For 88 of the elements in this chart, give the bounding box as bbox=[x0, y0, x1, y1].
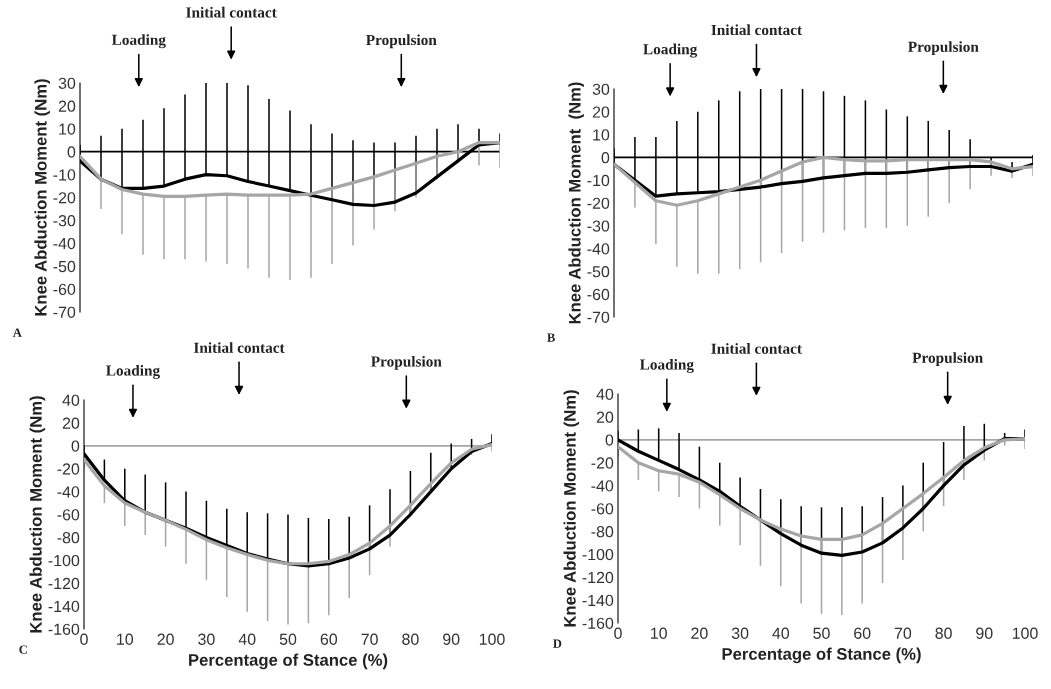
text: Propulsion bbox=[912, 352, 983, 367]
text: Initial contact bbox=[711, 343, 802, 354]
x-tick-label: 70 bbox=[894, 627, 912, 639]
text: Loading bbox=[111, 34, 166, 49]
y-tick-label: 20 bbox=[596, 411, 614, 423]
y-tick-label: 10 bbox=[59, 123, 76, 135]
y-tick-label: -40 bbox=[57, 486, 80, 498]
y-tick-label: -60 bbox=[53, 283, 76, 296]
y-tick-label: 0 bbox=[605, 434, 614, 446]
x-axis-title: Percentage of Stance (%) bbox=[722, 647, 921, 664]
y-tick-label: -50 bbox=[53, 260, 76, 273]
y-tick-label: -100 bbox=[48, 554, 80, 567]
y-tick-label: -50 bbox=[587, 266, 610, 278]
x-tick-label: 50 bbox=[813, 627, 830, 639]
x-tick-label: 90 bbox=[976, 627, 993, 639]
y-tick-label: -160 bbox=[48, 623, 80, 635]
x-tick-label: 30 bbox=[731, 627, 749, 639]
y-tick-label: -80 bbox=[57, 532, 80, 544]
y-axis-title: Knee Abduction Moment (Nm) bbox=[29, 396, 46, 633]
y-tick-label: 30 bbox=[592, 83, 610, 95]
x-tick-label: 70 bbox=[361, 633, 378, 645]
text: Loading bbox=[106, 364, 160, 379]
y-tick-label: 40 bbox=[62, 394, 80, 406]
x-tick-label: 80 bbox=[402, 633, 419, 645]
x-tick-label: 40 bbox=[238, 633, 256, 645]
y-tick-label: -60 bbox=[57, 509, 80, 521]
y-tick-label: -40 bbox=[591, 480, 614, 492]
y-tick-label: 40 bbox=[596, 388, 614, 400]
text: A bbox=[12, 328, 22, 337]
y-tick-label: -70 bbox=[587, 311, 610, 323]
x-tick-label: 10 bbox=[651, 627, 667, 639]
x-tick-label: 30 bbox=[198, 633, 215, 645]
x-tick-label: 10 bbox=[117, 633, 134, 645]
text: Propulsion bbox=[366, 34, 437, 49]
y-tick-label: -120 bbox=[582, 571, 614, 584]
x-tick-label: 100 bbox=[1012, 627, 1038, 639]
y-axis-title: Knee Abduction Moment (Nm) bbox=[563, 390, 580, 627]
y-tick-label: -20 bbox=[53, 192, 76, 204]
y-tick-label: -100 bbox=[582, 548, 614, 561]
y-tick-label: -40 bbox=[53, 237, 76, 250]
x-tick-label: 90 bbox=[443, 633, 460, 645]
y-tick-label: -40 bbox=[587, 243, 610, 255]
x-tick-label: 100 bbox=[479, 633, 505, 645]
x-tick-label: 80 bbox=[935, 627, 952, 639]
y-tick-label: 20 bbox=[58, 100, 76, 112]
text: C bbox=[19, 645, 27, 654]
x-tick-label: 60 bbox=[854, 627, 871, 639]
y-tick-label: 0 bbox=[67, 146, 76, 158]
y-tick-label: -20 bbox=[591, 457, 614, 469]
text: Initial contact bbox=[711, 24, 803, 36]
y-tick-label: -140 bbox=[582, 594, 614, 607]
x-axis-title: Percentage of Stance (%) bbox=[189, 653, 388, 670]
text: Initial contact bbox=[186, 6, 277, 18]
y-tick-label: 10 bbox=[593, 129, 610, 141]
y-tick-label: -60 bbox=[591, 503, 614, 515]
x-tick-label: 0 bbox=[80, 633, 88, 645]
y-tick-label: -10 bbox=[53, 169, 76, 181]
text: Propulsion bbox=[908, 41, 979, 56]
y-tick-label: 0 bbox=[601, 152, 610, 164]
x-tick-label: 50 bbox=[279, 633, 297, 645]
y-tick-label: -70 bbox=[53, 306, 76, 318]
y-axis-title: Knee Abduction Moment (Nm) bbox=[568, 82, 584, 324]
y-tick-label: -20 bbox=[57, 463, 80, 475]
y-tick-label: 0 bbox=[71, 440, 80, 452]
y-tick-label: -10 bbox=[587, 174, 610, 187]
text: Loading bbox=[643, 43, 698, 58]
y-tick-label: 20 bbox=[592, 106, 610, 118]
text: Propulsion bbox=[371, 355, 442, 370]
x-tick-label: 20 bbox=[691, 627, 708, 639]
y-tick-label: -160 bbox=[582, 617, 614, 629]
x-tick-label: 60 bbox=[320, 633, 338, 645]
text: D bbox=[553, 639, 562, 648]
x-tick-label: 0 bbox=[614, 627, 622, 639]
y-tick-label: 20 bbox=[62, 417, 80, 429]
y-tick-label: -20 bbox=[587, 197, 610, 209]
y-axis-title: Knee Abduction Moment (Nm) bbox=[34, 79, 50, 316]
x-tick-label: 20 bbox=[157, 633, 174, 645]
y-tick-label: -140 bbox=[48, 600, 80, 613]
y-tick-label: -30 bbox=[53, 215, 76, 227]
text: Loading bbox=[639, 358, 694, 373]
y-tick-label: -60 bbox=[587, 288, 610, 301]
y-tick-label: -120 bbox=[48, 577, 80, 590]
text: Initial contact bbox=[193, 342, 285, 353]
text: B bbox=[547, 333, 555, 342]
y-tick-label: -80 bbox=[591, 526, 614, 538]
x-tick-label: 40 bbox=[772, 627, 790, 639]
y-tick-label: -30 bbox=[587, 220, 610, 232]
y-tick-label: 30 bbox=[58, 77, 76, 89]
